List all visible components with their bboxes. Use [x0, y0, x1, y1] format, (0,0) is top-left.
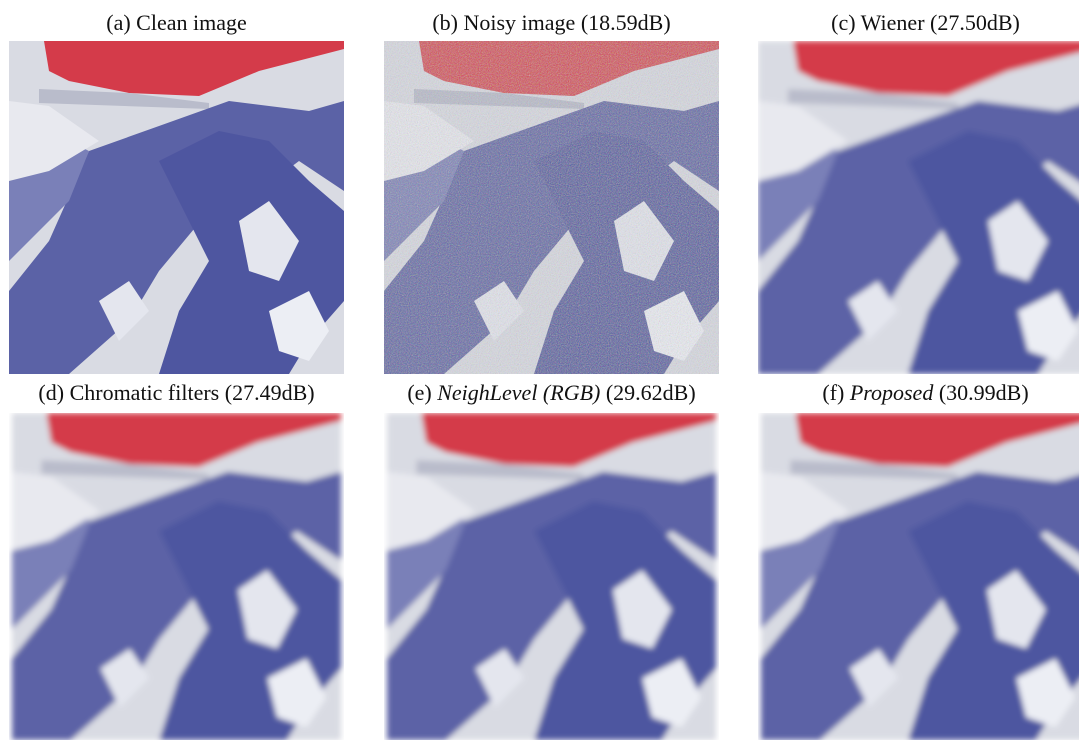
image: [384, 41, 719, 374]
caption: (a) Clean image: [0, 10, 357, 36]
caption-part: (30.99dB): [939, 380, 1029, 405]
caption-part: Wiener: [861, 10, 925, 35]
caption: (f) Proposed (30.99dB): [746, 380, 1079, 406]
image: [9, 413, 344, 740]
caption-part: (a): [106, 10, 130, 35]
figure: {"panels": [ {"tag": "(a)", "method": "C…: [0, 0, 1079, 740]
caption: (c) Wiener (27.50dB): [746, 10, 1079, 36]
caption: (b) Noisy image (18.59dB): [372, 10, 732, 36]
caption-part: Chromatic filters: [70, 380, 220, 405]
image: [758, 41, 1079, 374]
caption-part: Noisy image: [464, 10, 576, 35]
caption-part: (e): [407, 380, 431, 405]
image: [9, 41, 344, 374]
caption-part: (d): [38, 380, 64, 405]
caption-part: NeighLevel (RGB): [437, 380, 600, 405]
caption-part: (29.62dB): [606, 380, 696, 405]
caption-part: (f): [822, 380, 844, 405]
caption-part: (27.50dB): [930, 10, 1020, 35]
caption: (e) NeighLevel (RGB) (29.62dB): [372, 380, 732, 406]
caption-part: (18.59dB): [581, 10, 671, 35]
image: [384, 413, 719, 740]
caption: (d) Chromatic filters (27.49dB): [0, 380, 357, 406]
caption-part: (27.49dB): [225, 380, 315, 405]
image: [758, 413, 1079, 740]
caption-part: Proposed: [850, 380, 934, 405]
caption-part: (c): [831, 10, 855, 35]
caption-part: (b): [432, 10, 458, 35]
caption-part: Clean image: [136, 10, 247, 35]
